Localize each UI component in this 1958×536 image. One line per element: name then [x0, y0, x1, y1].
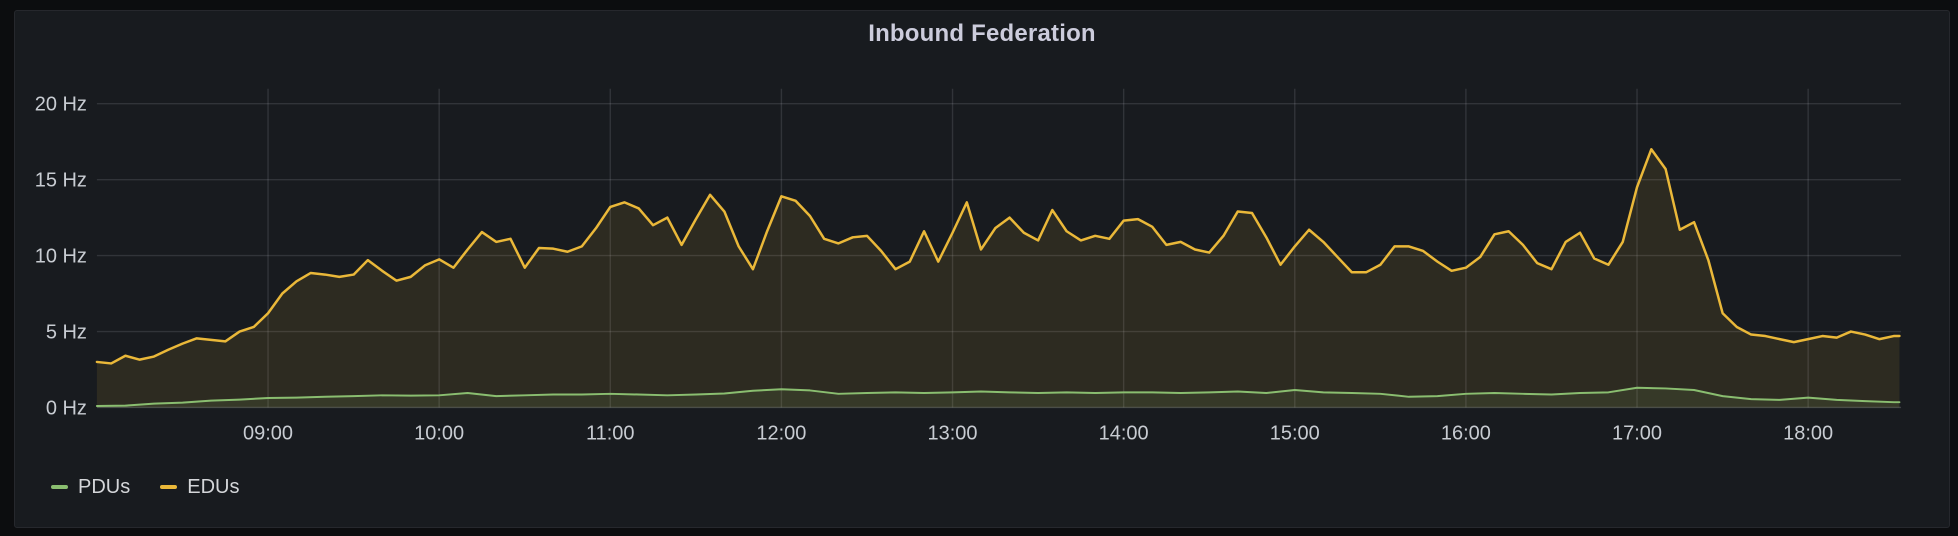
x-grid-and-labels: 09:00 10:00 11:00 12:00 13:00 14:00 15:00 16:00…: [243, 88, 1833, 444]
legend: PDUs EDUs: [51, 475, 239, 499]
y-tick-label: 15 Hz: [35, 170, 87, 192]
y-grid-and-labels: 0 Hz 5 Hz 10 Hz 15 Hz 20 Hz: [35, 94, 1902, 419]
legend-item-edus[interactable]: EDUs: [160, 475, 239, 499]
y-tick-label: 20 Hz: [35, 94, 87, 116]
series-area-edus: [96, 149, 1900, 408]
x-tick-label: 09:00: [243, 422, 293, 444]
x-tick-label: 10:00: [414, 422, 464, 444]
legend-swatch-edus: [160, 485, 178, 489]
legend-label: PDUs: [78, 476, 131, 498]
x-tick-label: 18:00: [1783, 422, 1833, 444]
x-tick-label: 13:00: [928, 422, 978, 444]
x-tick-label: 15:00: [1270, 422, 1320, 444]
panel-inbound-federation: Inbound Federation 0 Hz 5 Hz 10 Hz 15 Hz 20 …: [14, 10, 1950, 528]
legend-swatch-pdus: [51, 485, 68, 489]
x-tick-label: 17:00: [1612, 422, 1662, 444]
y-tick-label: 0 Hz: [46, 397, 87, 419]
time-series-chart[interactable]: 0 Hz 5 Hz 10 Hz 15 Hz 20 Hz 09:00 10:00 11:00 12…: [15, 11, 1949, 527]
x-tick-label: 16:00: [1441, 422, 1491, 444]
series-line-pdus: [95, 386, 1901, 407]
legend-item-pdus[interactable]: PDUs: [51, 475, 130, 499]
x-tick-label: 12:00: [756, 422, 806, 444]
legend-label: EDUs: [187, 476, 240, 498]
series-area-pdus: [96, 387, 1900, 408]
y-tick-label: 5 Hz: [46, 322, 87, 344]
x-tick-label: 14:00: [1099, 422, 1149, 444]
panel-title[interactable]: Inbound Federation: [868, 20, 1096, 47]
x-tick-label: 11:00: [586, 422, 634, 444]
y-tick-label: 10 Hz: [35, 246, 87, 268]
series-line-edus: [95, 148, 1901, 365]
